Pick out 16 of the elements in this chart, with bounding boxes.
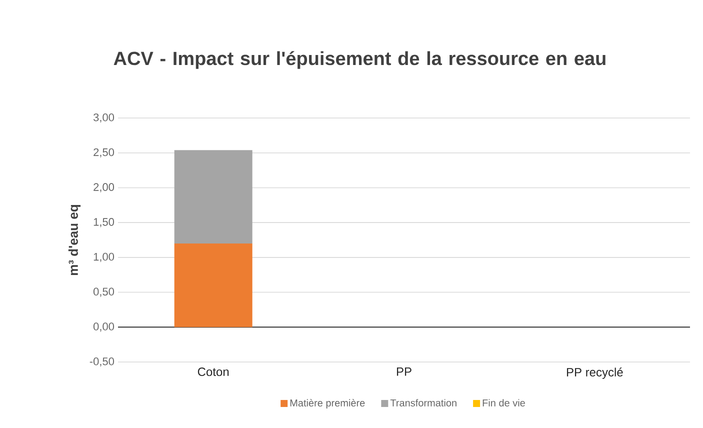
legend-label: Transformation: [390, 399, 456, 406]
y-axis-title: m³ d'eau eq: [68, 205, 81, 275]
y-tick-label: -0,50: [90, 357, 114, 367]
y-tick-label: 1,50: [94, 218, 114, 228]
legend-label: Fin de vie: [482, 399, 525, 406]
x-tick-label: Coton: [198, 368, 229, 376]
legend-label: Matière première: [290, 399, 365, 408]
y-tick-label: 2,50: [94, 148, 114, 158]
y-tick-label: 0,00: [93, 322, 114, 332]
y-tick-label: 2,00: [94, 183, 114, 192]
y-tick-label: 1,00: [94, 252, 114, 262]
y-tick-label: 0,50: [93, 288, 114, 297]
x-tick-label: PP: [396, 368, 412, 376]
y-tick-label: 3,00: [93, 113, 114, 123]
x-tick-label: PP recyclé: [566, 368, 623, 379]
chart-title: ACV - Impact sur l'épuisement de la ressource en eau: [114, 51, 606, 69]
